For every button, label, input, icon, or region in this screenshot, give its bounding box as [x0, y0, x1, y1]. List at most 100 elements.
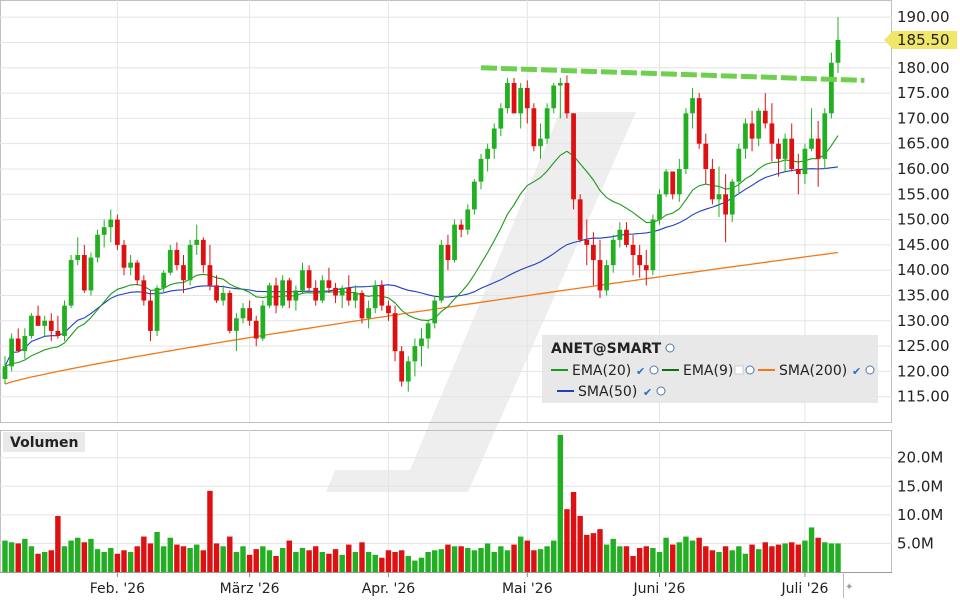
candle-body — [128, 262, 133, 268]
candle-body — [280, 280, 286, 306]
last-price-label: 185.50 — [897, 31, 950, 49]
candle-body — [749, 123, 755, 139]
candle-body — [366, 308, 371, 319]
price-tick-label: 135.00 — [897, 286, 950, 304]
candle-body — [795, 168, 801, 175]
candle-body — [643, 265, 649, 271]
candle-body — [95, 234, 100, 258]
volume-bar — [398, 550, 405, 572]
check-icon[interactable]: ✔ — [852, 365, 861, 378]
candle-body — [822, 113, 828, 159]
volume-bar — [537, 549, 544, 572]
candle-body — [214, 285, 219, 301]
sma200-line — [4, 251, 839, 385]
settings-icon[interactable] — [665, 343, 675, 353]
volume-bar — [299, 548, 306, 572]
volume-bar — [670, 544, 676, 572]
volume-tick-label: 10.0M — [897, 506, 943, 524]
candle-body — [670, 171, 676, 195]
volume-bar — [385, 550, 392, 572]
volume-tick-label: 20.0M — [897, 449, 943, 467]
candle-body — [557, 82, 563, 86]
volume-bar — [41, 552, 48, 572]
volume-bar — [835, 543, 841, 572]
volume-bar — [551, 540, 557, 572]
volume-bar — [636, 548, 643, 572]
volume-bar — [709, 550, 716, 572]
volume-bar — [498, 546, 504, 572]
check-icon[interactable]: ✔ — [643, 386, 652, 399]
scroll-arrow-icon[interactable]: ✦ — [845, 582, 853, 593]
volume-bar — [114, 553, 121, 572]
candle-body — [405, 361, 411, 382]
candle-body — [200, 239, 206, 266]
volume-bar — [365, 552, 372, 572]
candle-body — [604, 265, 609, 291]
candle-body — [121, 244, 127, 268]
volume-bar — [108, 548, 114, 572]
settings-icon[interactable] — [865, 365, 875, 375]
candle-body — [756, 110, 762, 139]
volume-bar — [306, 550, 312, 572]
candle-body — [174, 249, 180, 266]
candle-body — [9, 338, 14, 367]
volume-bar — [418, 557, 425, 572]
legend-label-ema9: EMA(9) — [683, 363, 733, 379]
volume-bar — [75, 537, 81, 572]
candle-body — [353, 292, 358, 301]
volume-bar — [101, 552, 107, 572]
candle-body — [630, 244, 636, 256]
candle-body — [438, 244, 444, 301]
candle-body — [505, 82, 510, 109]
volume-bar — [68, 540, 74, 572]
settings-icon[interactable] — [656, 386, 666, 396]
volume-bar — [207, 490, 213, 572]
check-icon[interactable]: ✔ — [636, 365, 645, 378]
candle-body — [181, 265, 186, 281]
candle-body — [736, 148, 742, 182]
volume-bar — [286, 540, 292, 572]
candle-body — [776, 143, 781, 159]
volume-bar — [471, 550, 478, 572]
candle-body — [115, 219, 120, 245]
candle-body — [108, 219, 114, 228]
candle-body — [161, 272, 167, 288]
legend-label-sma50: SMA(50) — [578, 384, 637, 400]
candle-body — [253, 320, 259, 339]
price-tick-label: 150.00 — [897, 211, 950, 229]
candle-body — [273, 285, 279, 306]
candle-body — [48, 320, 54, 331]
legend-label-sma200: SMA(200) — [779, 363, 847, 379]
price-tick-label: 175.00 — [897, 84, 950, 102]
candle-body — [187, 244, 193, 281]
candle-body — [2, 366, 8, 379]
candle-body — [538, 138, 543, 147]
settings-icon[interactable] — [745, 365, 755, 375]
volume-bar — [392, 552, 398, 572]
volume-bar — [808, 527, 815, 572]
volume-bar — [755, 549, 762, 572]
volume-bar — [313, 546, 319, 572]
volume-bar — [48, 550, 54, 572]
candle-body — [68, 260, 74, 306]
candle-body — [101, 227, 107, 235]
settings-icon[interactable] — [649, 365, 659, 375]
candle-body — [267, 285, 272, 306]
volume-bar — [703, 546, 709, 572]
candle-body — [333, 287, 338, 296]
price-tick-label: 120.00 — [897, 362, 950, 380]
candle-body — [452, 224, 457, 261]
resistance-trendline — [480, 65, 865, 83]
volume-bar — [491, 552, 497, 572]
volume-bar — [828, 543, 835, 572]
candle-body — [809, 138, 814, 149]
candle-body — [167, 249, 173, 273]
volume-bar — [603, 544, 610, 572]
last-price-tag: 185.50 — [884, 30, 957, 49]
candle-body — [518, 88, 524, 114]
checkbox-icon[interactable] — [734, 365, 744, 375]
volume-bar — [180, 546, 187, 572]
volume-bar — [81, 542, 88, 572]
candle-body — [597, 260, 603, 291]
candle-body — [220, 292, 226, 301]
